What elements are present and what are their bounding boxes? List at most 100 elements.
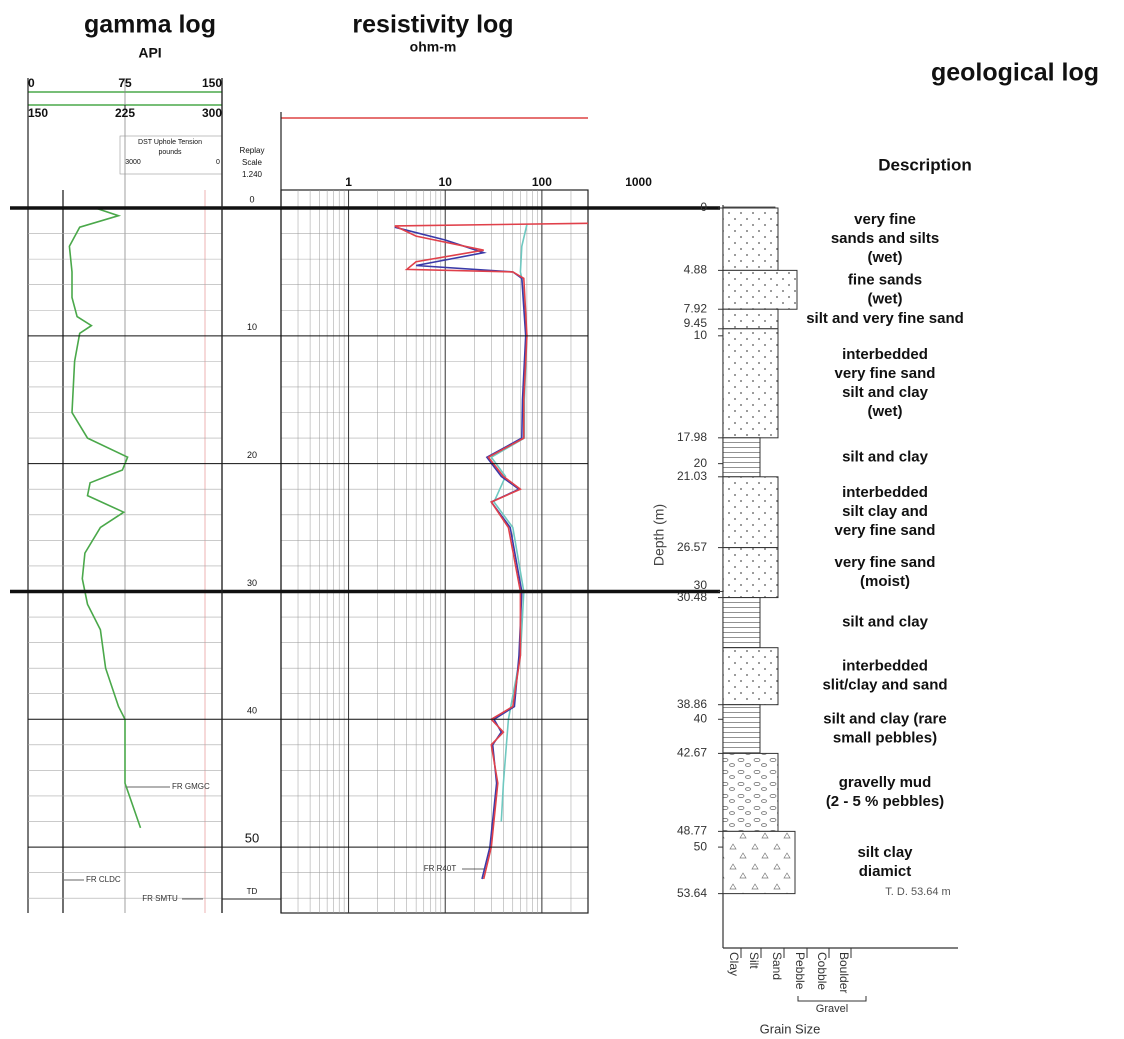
resistivity-annotation: FR R40T <box>424 864 457 873</box>
layer-description: diamict <box>859 863 912 880</box>
resistivity-curve <box>394 222 589 880</box>
layer-description: (moist) <box>860 573 910 590</box>
depth-tick-label: 9.45 <box>684 316 708 330</box>
gravel-bracket <box>797 996 867 1002</box>
layer-description: very fine <box>854 211 916 228</box>
grain-size-label: Sand <box>770 952 784 980</box>
layer-description: silt clay <box>857 844 913 861</box>
gamma-tick-label-2: 150 <box>28 106 48 120</box>
layer-description: very fine sand <box>835 522 936 539</box>
lithology-layer <box>722 269 798 310</box>
layer-description: small pebbles) <box>833 730 937 747</box>
resistivity-unit: ohm-m <box>410 39 457 55</box>
layer-description: silt and clay <box>842 614 929 631</box>
lithology-layer <box>722 476 779 549</box>
depth-tick-label: 50 <box>245 831 259 846</box>
td-label: TD <box>247 887 258 896</box>
layer-description: interbedded <box>842 484 928 501</box>
geological-title: geological log <box>931 59 1099 87</box>
gamma-tick-label: 0 <box>28 76 35 90</box>
depth-tick-label: 42.67 <box>677 746 707 760</box>
depth-tick-label: 26.57 <box>677 540 707 554</box>
gamma-annotation: FR SMTU <box>142 894 178 903</box>
depth-tick-label: 30.48 <box>677 590 707 604</box>
resistivity-title: resistivity log <box>352 11 513 39</box>
gamma-annotation: FR CLDC <box>86 875 121 884</box>
grain-size-label: Grain Size <box>760 1021 821 1036</box>
lithology-layer <box>722 704 761 754</box>
depth-tick-label: 20 <box>247 450 257 460</box>
description-header: Description <box>878 155 972 174</box>
depth-axis-label: Depth (m) <box>651 504 667 566</box>
gamma-unit: API <box>138 45 161 61</box>
depth-tick-label: 40 <box>247 706 257 716</box>
lithology-layer <box>722 597 761 649</box>
tension-tick: 3000 <box>125 159 141 166</box>
depth-tick-label: 4.88 <box>684 263 708 277</box>
lithology-layer <box>722 328 779 439</box>
tension-tick: 0 <box>216 159 220 166</box>
depth-tick-label: 0 <box>700 200 707 214</box>
resistivity-tick-label: 10 <box>439 175 453 189</box>
lithology-layer <box>722 308 779 330</box>
depth-tick-label: 20 <box>694 456 708 470</box>
layer-description: (2 - 5 % pebbles) <box>826 793 944 810</box>
gamma-tick-label: 150 <box>202 76 222 90</box>
depth-tick-label: 0 <box>249 194 254 204</box>
gamma-tick-label-2: 225 <box>115 106 135 120</box>
layer-description: very fine sand <box>835 365 936 382</box>
layer-description: slit/clay and sand <box>822 677 947 694</box>
gamma-curve <box>68 207 142 829</box>
gravel-label: Gravel <box>816 1003 848 1015</box>
tension-unit: pounds <box>159 149 182 156</box>
lithology-layer <box>722 752 779 832</box>
replay-label: Replay <box>240 146 265 155</box>
td-note: T. D. 53.64 m <box>885 886 950 898</box>
layer-description: gravelly mud <box>839 774 932 791</box>
depth-tick-label: 48.77 <box>677 824 707 838</box>
depth-tick-label: 30 <box>247 578 257 588</box>
gamma-title: gamma log <box>84 11 216 39</box>
resistivity-curve <box>490 224 528 822</box>
depth-tick-label: 38.86 <box>677 697 707 711</box>
gamma-tick-label-2: 300 <box>202 106 222 120</box>
grain-size-label: Cobble <box>815 952 829 990</box>
lithology-layer <box>722 547 779 599</box>
depth-tick-label: 40 <box>694 711 708 725</box>
layer-description: fine sands <box>848 271 922 288</box>
gamma-annotation: FR GMGC <box>172 782 210 791</box>
grain-size-label: Boulder <box>837 952 851 993</box>
layer-description: interbedded <box>842 658 928 675</box>
scale-label: Scale <box>242 158 263 167</box>
resistivity-tick-label: 1000 <box>625 175 652 189</box>
grain-size-label: Pebble <box>793 952 807 990</box>
depth-tick-label: 7.92 <box>684 301 708 315</box>
layer-description: silt clay and <box>842 503 928 520</box>
depth-tick-label: 50 <box>694 839 708 853</box>
resistivity-tick-label: 100 <box>532 175 552 189</box>
depth-tick-label: 10 <box>247 322 257 332</box>
grain-size-label: Clay <box>727 952 741 976</box>
lithology-layer <box>722 207 779 271</box>
lithology-layer <box>722 437 761 478</box>
layer-description: silt and clay <box>842 448 929 465</box>
layer-description: (wet) <box>868 403 903 420</box>
layer-description: sands and silts <box>831 230 939 247</box>
layer-description: silt and clay (rare <box>823 711 946 728</box>
resistivity-tick-label: 1 <box>345 175 352 189</box>
tension-label: DST Uphole Tension <box>138 139 202 146</box>
grain-size-label: Silt <box>747 952 761 969</box>
depth-tick-label: 17.98 <box>677 430 707 444</box>
depth-tick-label: 30 <box>694 578 708 592</box>
layer-description: silt and very fine sand <box>806 310 964 327</box>
depth-tick-label: 53.64 <box>677 886 707 900</box>
depth-tick-label: 10 <box>694 328 708 342</box>
lithology-layer <box>722 830 796 895</box>
layer-description: interbedded <box>842 346 928 363</box>
depth-tick-label: 21.03 <box>677 469 707 483</box>
lithology-layer <box>722 647 779 706</box>
layer-description: silt and clay <box>842 384 929 401</box>
